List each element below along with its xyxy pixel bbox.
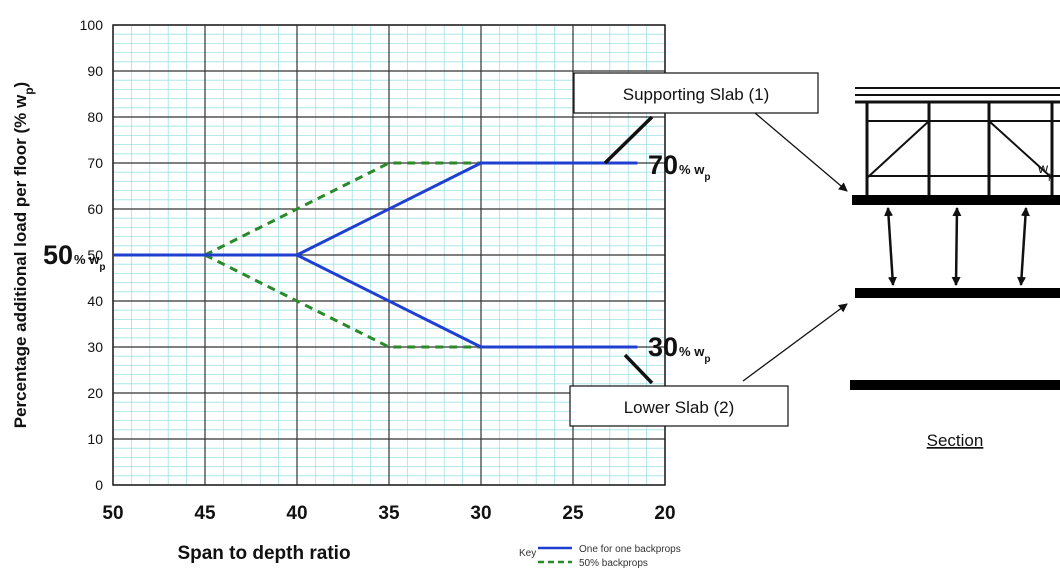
legend-title: Key [519,548,536,559]
leader-upper [603,115,654,165]
x-tick-label: 35 [378,503,400,524]
y-axis-label-main: Percentage additional load per floor (% … [11,94,30,428]
y-axis-label-close: ) [11,82,30,88]
backprop-arrow-1 [884,207,897,286]
callout-lower-pointer [742,303,848,382]
y-tick-label: 30 [87,339,103,355]
x-tick-label: 20 [654,503,675,524]
wp-label-main: w [1037,160,1049,176]
annotation-left-small: % w [74,252,100,267]
annotation-upper-big: 70 [648,150,678,180]
legend: Key One for one backprops 50% backprops [519,544,681,569]
leader-lower [623,353,654,385]
series-layer [113,161,638,349]
y-tick-label: 100 [80,17,104,33]
backprop-arrow-2 [951,207,962,286]
callout-upper-pointer [754,112,848,192]
callout-lower-text: Lower Slab (2) [624,398,735,417]
series-line-solid-2 [296,253,638,349]
section-label: Section [927,431,984,450]
x-tick-label: 25 [562,503,584,524]
callout-lower-box [569,385,789,427]
y-tick-label: 90 [87,63,103,79]
wp-label: wp [1037,160,1054,182]
y-tick-label: 10 [87,431,103,447]
annotation-upper: 70% wp [648,150,710,183]
x-tick-label: 45 [194,503,216,524]
x-axis-label: Span to depth ratio [177,543,350,564]
y-tick-label: 60 [87,201,103,217]
y-axis-label: Percentage additional load per floor (% … [11,82,36,428]
series-line-solid-1 [113,161,638,257]
y-tick-label: 40 [87,293,103,309]
y-tick-labels: 0 10 20 30 40 50 60 70 80 90 100 [80,17,104,493]
wp-label-sub: p [1048,171,1054,182]
annotation-upper-sub: p [704,172,710,183]
frame-brace-2 [988,120,1053,179]
ground-slab [850,380,1060,390]
legend-label-dashed: 50% backprops [579,558,648,569]
y-tick-label: 80 [87,109,103,125]
lower-slab [855,288,1060,298]
annotation-upper-small: % w [679,162,705,177]
y-axis-label-sub: p [22,87,36,94]
x-tick-label: 30 [470,503,491,524]
annotation-lower-small: % w [679,344,705,359]
callout-upper-text: Supporting Slab (1) [623,85,769,104]
x-tick-labels: 50 45 40 35 30 25 20 [102,503,675,524]
series-line-dashed-2 [204,253,481,349]
legend-label-solid: One for one backprops [579,544,681,555]
backprop-arrow-3 [1017,207,1030,286]
frame-brace-1 [866,120,930,179]
falsework-frame [865,103,1060,196]
section-diagram: wp Supporting Slab (1) Lower Slab (2) Se… [569,72,1060,450]
annotation-lower: 30% wp [648,332,710,365]
y-tick-label: 50 [87,247,103,263]
y-tick-label: 0 [95,477,103,493]
series-line-dashed-1 [204,161,481,257]
y-tick-label: 70 [87,155,103,171]
x-tick-label: 50 [102,503,123,524]
y-tick-label: 20 [87,385,103,401]
supporting-slab [852,195,1060,205]
annotation-lower-big: 30 [648,332,678,362]
annotation-left-big: 50 [43,240,73,270]
annotation-left: 50% wp [43,240,105,273]
annotation-lower-sub: p [704,354,710,365]
callout-upper-box [573,72,819,114]
x-tick-label: 40 [286,503,307,524]
annotation-left-sub: p [99,262,105,273]
